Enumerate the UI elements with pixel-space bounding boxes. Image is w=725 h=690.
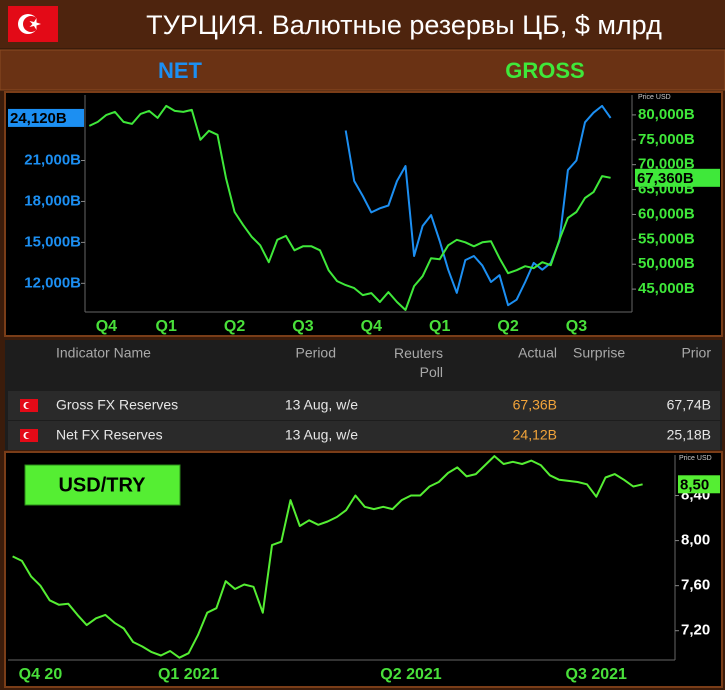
y-tick-label: 60,000B bbox=[638, 205, 695, 222]
table-header: Prior bbox=[681, 345, 711, 361]
x-tick-label: Q1 2021 bbox=[158, 666, 219, 683]
table-cell: 67,74B bbox=[667, 397, 711, 413]
table-header: Actual bbox=[518, 345, 557, 361]
value-label: 8,50 bbox=[680, 476, 709, 493]
x-tick-label: Q2 bbox=[497, 318, 518, 335]
header-bar bbox=[0, 0, 725, 48]
flag bbox=[8, 6, 58, 42]
chart-panel bbox=[4, 91, 723, 337]
line-series bbox=[344, 104, 612, 307]
table-cell: 25,18B bbox=[667, 427, 711, 443]
x-tick-label: Q4 bbox=[361, 318, 382, 335]
y-tick-label: 75,000B bbox=[638, 131, 695, 148]
y-tick-label: 45,000B bbox=[638, 280, 695, 297]
x-tick-label: Q4 20 bbox=[19, 666, 63, 683]
axis-unit: Price USD bbox=[638, 94, 671, 101]
table-row-bg bbox=[8, 421, 720, 450]
x-tick-label: Q3 bbox=[292, 318, 313, 335]
table-header: Surprise bbox=[573, 345, 625, 361]
y-tick-label: 12,000B bbox=[24, 274, 81, 291]
y-tick-label: 55,000B bbox=[638, 230, 695, 247]
table-cell: 67,36B bbox=[513, 397, 557, 413]
y-tick-label: 18,000B bbox=[24, 192, 81, 209]
row-flag bbox=[20, 399, 38, 412]
y-tick-label: 21,000B bbox=[24, 151, 81, 168]
table-cell: Gross FX Reserves bbox=[56, 397, 178, 413]
y-tick-label: 70,000B bbox=[638, 156, 695, 173]
table-cell: Net FX Reserves bbox=[56, 427, 163, 443]
legend-band bbox=[0, 49, 725, 91]
y-tick-label: 7,20 bbox=[681, 622, 710, 639]
value-badge bbox=[635, 168, 720, 187]
y-tick-label: 15,000B bbox=[24, 233, 81, 250]
x-tick-label: Q3 bbox=[566, 318, 587, 335]
y-tick-label: 50,000B bbox=[638, 255, 695, 272]
y-tick-label: 7,60 bbox=[681, 577, 710, 594]
table-header: Indicator Name bbox=[56, 345, 151, 361]
value-badge bbox=[8, 108, 84, 127]
table-cell: 13 Aug, w/e bbox=[285, 397, 358, 413]
table-header: Reuters Poll bbox=[394, 345, 443, 380]
table-header: Period bbox=[296, 345, 336, 361]
table-cell: 24,12B bbox=[513, 427, 557, 443]
chart-title: USD/TRY bbox=[58, 474, 146, 496]
header-title: ТУРЦИЯ. Валютные резервы ЦБ, $ млрд bbox=[146, 10, 662, 40]
table-cell: 13 Aug, w/e bbox=[285, 427, 358, 443]
x-tick-label: Q2 bbox=[224, 318, 245, 335]
table-row-bg bbox=[8, 391, 720, 420]
axis-unit: Price USD bbox=[679, 455, 712, 462]
row-flag bbox=[20, 429, 38, 442]
value-label: 67,360B bbox=[637, 170, 694, 187]
line-series bbox=[88, 104, 611, 311]
x-tick-label: Q1 bbox=[156, 318, 177, 335]
x-tick-label: Q2 2021 bbox=[380, 666, 441, 683]
x-tick-label: Q3 2021 bbox=[566, 666, 627, 683]
line-series bbox=[12, 455, 643, 659]
x-tick-label: Q1 bbox=[429, 318, 450, 335]
legend-label: GROSS bbox=[505, 58, 584, 83]
title-badge bbox=[24, 464, 181, 506]
y-tick-label: 80,000B bbox=[638, 106, 695, 123]
legend-label: NET bbox=[158, 58, 203, 83]
value-label: 24,120B bbox=[10, 110, 67, 127]
value-badge bbox=[678, 475, 720, 494]
y-tick-label: 8,00 bbox=[681, 532, 710, 549]
x-tick-label: Q4 bbox=[96, 318, 117, 335]
